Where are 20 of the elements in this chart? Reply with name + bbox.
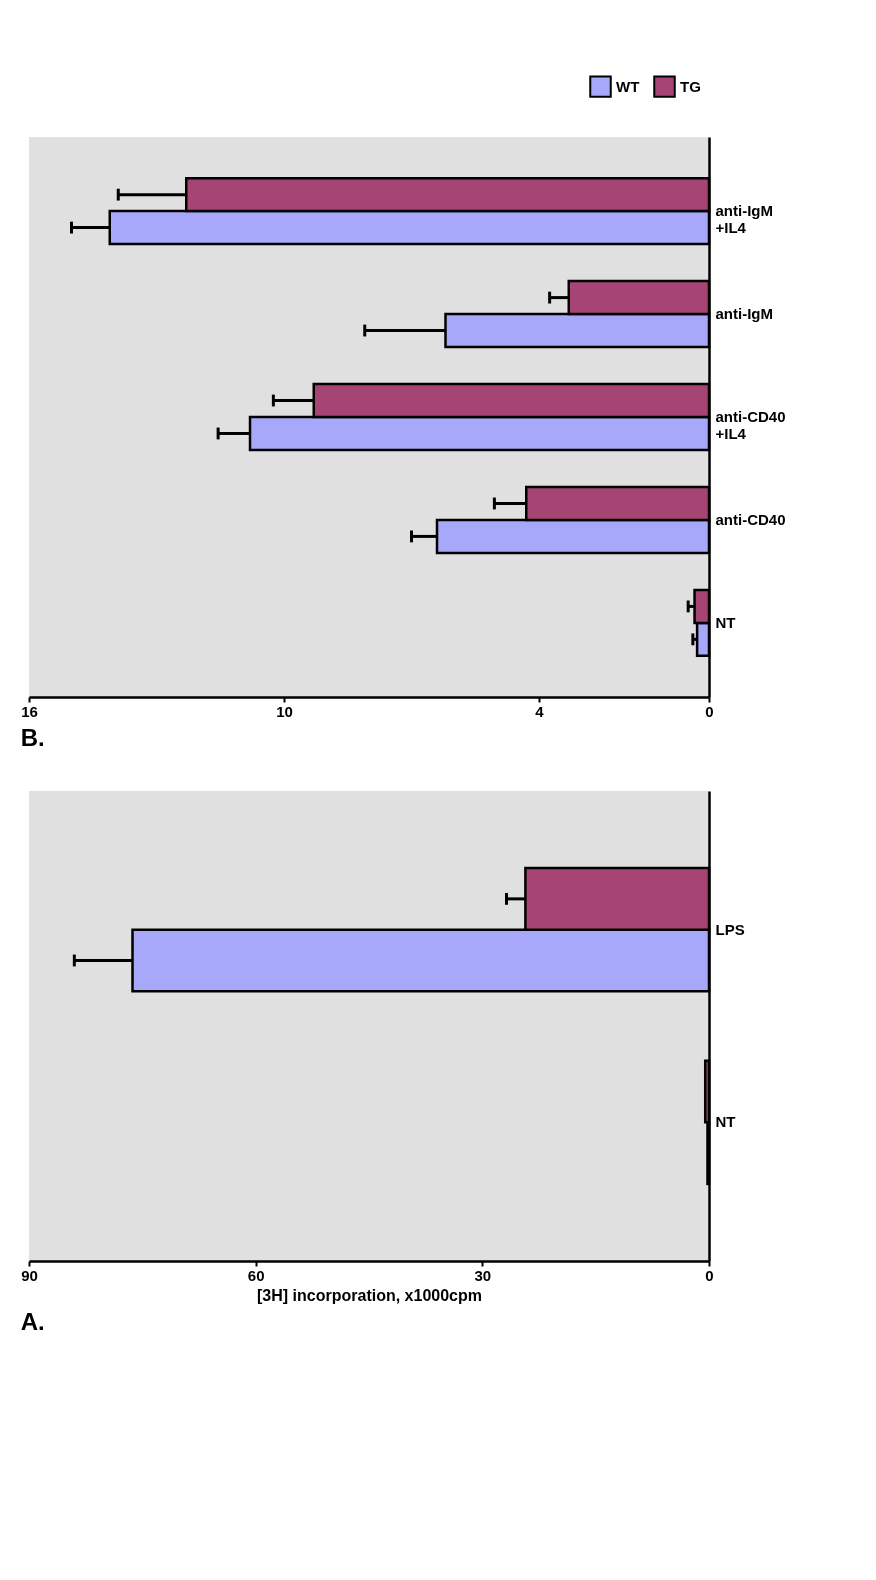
x-tick-label: 4 [535,702,545,720]
x-tick-label: 0 [705,1266,714,1284]
y-tick-label: anti-IgM [715,305,773,323]
text: A. [20,1308,45,1335]
y-tick-label: anti-IgM +IL4 [715,202,773,237]
x-tick-label: 10 [276,702,293,720]
x-tick-label: 30 [474,1266,492,1284]
x-tick-label: 90 [21,1266,38,1284]
x-tick-label: 16 [21,702,38,720]
y-tick-label: NT [715,1113,736,1131]
x-axis-title: [3H] incorporation, x1000cpm [257,1286,482,1304]
y-tick-label: anti-CD40 +IL4 [715,408,786,442]
y-tick-label: NT [715,613,736,631]
legend-label: TG [680,77,701,95]
legend-label: WT [616,77,640,95]
y-tick-label: LPS [715,920,745,938]
text: B. [20,724,45,751]
x-tick-label: 60 [247,1266,265,1284]
x-tick-label: 0 [705,702,714,720]
y-tick-label: anti-CD40 [715,510,786,528]
